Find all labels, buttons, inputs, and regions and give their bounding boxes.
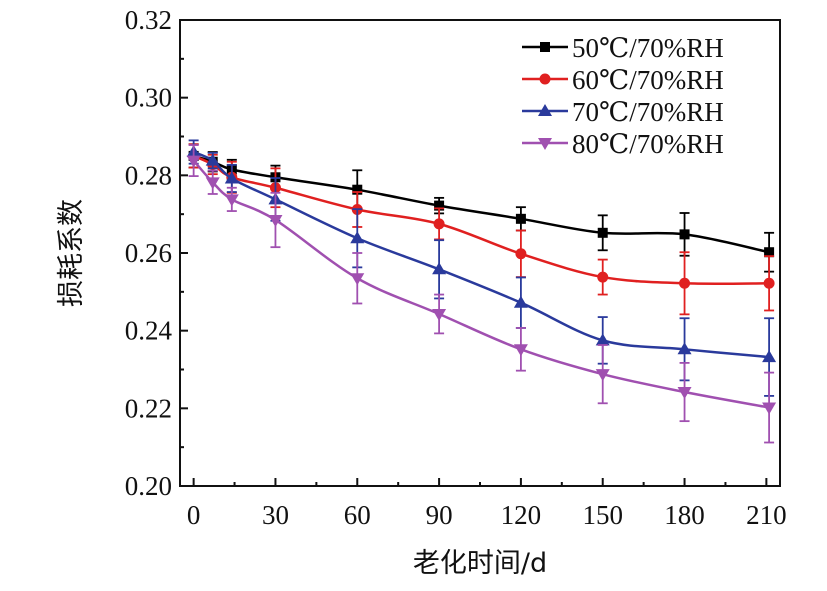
data-point	[515, 248, 527, 260]
series-triangle-up	[186, 139, 777, 397]
y-tick-label: 0.28	[125, 160, 172, 190]
data-point	[762, 402, 777, 415]
data-point	[677, 387, 692, 400]
data-point	[679, 277, 691, 289]
data-point	[433, 218, 445, 230]
series-layer	[186, 139, 777, 444]
data-point	[186, 155, 201, 168]
data-point	[350, 273, 365, 286]
x-tick-label: 150	[582, 500, 623, 530]
y-tick-label: 0.24	[125, 316, 173, 346]
legend-marker	[540, 42, 550, 52]
x-tick-label: 30	[262, 500, 289, 530]
series-triangle-down	[186, 144, 777, 444]
data-point	[515, 213, 526, 224]
y-tick-label: 0.26	[125, 238, 172, 268]
y-tick-label: 0.32	[125, 5, 172, 35]
data-point	[763, 277, 775, 289]
data-point	[352, 184, 363, 195]
y-axis-title: 损耗系数	[56, 199, 87, 307]
series-line	[193, 150, 770, 359]
data-point	[434, 200, 445, 211]
data-point	[350, 231, 365, 244]
legend-label: 70℃/70%RH	[572, 97, 724, 127]
data-point	[432, 262, 447, 275]
x-tick-label: 0	[187, 500, 201, 530]
data-point	[764, 247, 775, 258]
data-point	[597, 227, 608, 238]
data-point	[595, 333, 610, 346]
y-tick-label: 0.30	[125, 83, 172, 113]
legend-marker	[538, 138, 552, 150]
legend-label: 80℃/70%RH	[572, 129, 724, 159]
data-point	[513, 295, 528, 308]
data-point	[432, 308, 447, 321]
data-point	[205, 153, 220, 166]
x-axis-title: 老化时间/d	[413, 548, 547, 579]
y-tick-label: 0.20	[125, 471, 172, 501]
data-point	[679, 229, 690, 240]
data-point	[677, 342, 692, 355]
axes-layer: 0.20 0.22 0.24 0.26 0.28 0.30 0.32 0 30 60 90 120 15…	[125, 5, 787, 530]
data-point	[597, 271, 609, 283]
series-line	[193, 154, 770, 254]
x-tick-label: 90	[426, 500, 453, 530]
legend-marker	[538, 104, 552, 116]
data-point	[762, 350, 777, 363]
data-point	[268, 214, 283, 227]
legend-label: 50℃/70%RH	[572, 33, 724, 63]
data-point	[224, 194, 239, 207]
legend-marker	[539, 73, 551, 85]
data-point	[205, 177, 220, 190]
data-point	[595, 369, 610, 382]
x-tick-label: 60	[344, 500, 371, 530]
x-tick-label: 120	[501, 500, 542, 530]
data-point	[224, 171, 239, 184]
y-tick-label: 0.22	[125, 393, 172, 423]
legend-label: 60℃/70%RH	[572, 65, 724, 95]
x-tick-label: 210	[746, 500, 787, 530]
data-point	[513, 344, 528, 357]
x-tick-label: 180	[664, 500, 705, 530]
